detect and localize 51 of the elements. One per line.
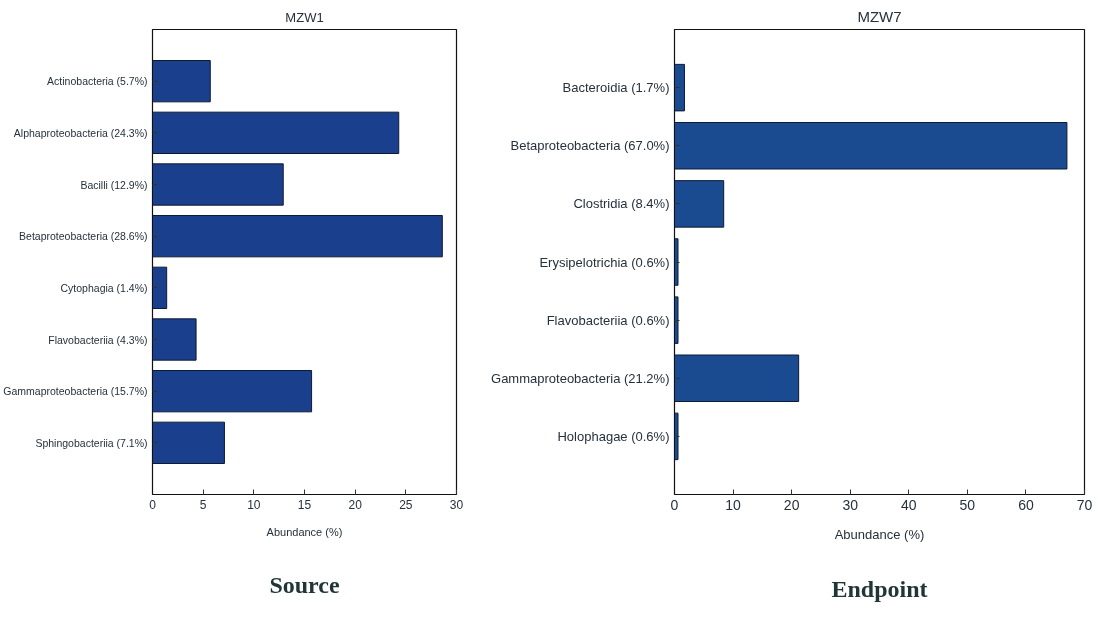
x-tick-label: 50: [959, 496, 976, 513]
bar: [152, 111, 400, 154]
text: Source: [269, 571, 340, 598]
bar: [152, 266, 168, 309]
y-tick-label: Betaproteobacteria (67.0%): [510, 138, 670, 154]
y-tick-label: Flavobacteriia (0.6%): [546, 312, 670, 328]
y-tick-label: Bacteroidia (1.7%): [562, 80, 670, 96]
bar: [152, 163, 284, 206]
x-tick-label: 0: [149, 497, 157, 512]
x-tick-label: 5: [199, 497, 207, 512]
bar: [674, 122, 1068, 170]
y-tick-label: Erysipelotrichia (0.6%): [539, 254, 670, 270]
x-tick-label: 15: [297, 497, 312, 512]
chart-title: MZW7: [857, 7, 902, 25]
y-tick-label: Holophagae (0.6%): [557, 428, 670, 444]
y-tick-label: Gammaproteobacteria (15.7%): [3, 385, 148, 398]
y-tick-label: Actinobacteria (5.7%): [47, 75, 148, 88]
x-tick-label: 0: [670, 496, 679, 513]
y-tick-label: Bacilli (12.9%): [80, 178, 148, 191]
x-tick-label: 30: [449, 497, 464, 512]
y-tick-label: Flavobacteriia (4.3%): [48, 333, 148, 346]
bar: [152, 318, 197, 361]
x-tick-label: 70: [1076, 496, 1093, 513]
x-axis-title: Abundance (%): [266, 525, 343, 538]
x-tick-label: 20: [348, 497, 363, 512]
y-tick-label: Alphaproteobacteria (24.3%): [13, 126, 148, 139]
x-tick-label: 60: [1018, 496, 1034, 513]
bar: [152, 421, 225, 464]
y-tick-label: Betaproteobacteria (28.6%): [19, 230, 148, 243]
y-tick-label: Cytophagia (1.4%): [60, 281, 148, 294]
x-tick-label: 10: [247, 497, 261, 512]
bar: [674, 354, 800, 402]
bar: [674, 180, 725, 228]
y-tick-label: Clostridia (8.4%): [573, 196, 670, 212]
x-axis-title: Abundance (%): [834, 526, 925, 542]
x-tick-label: 30: [842, 496, 859, 513]
bar: [152, 215, 443, 258]
bar: [674, 238, 679, 286]
x-tick-label: 25: [399, 497, 413, 512]
bar: [674, 63, 685, 112]
chart-title: MZW1: [285, 9, 324, 25]
bar: [674, 296, 679, 344]
x-tick-label: 10: [725, 496, 742, 513]
y-tick-label: Gammaproteobacteria (21.2%): [491, 370, 670, 386]
bar: [152, 370, 313, 413]
bar: [674, 412, 679, 461]
x-tick-label: 20: [783, 496, 800, 513]
bar: [152, 60, 211, 103]
y-tick-label: Sphingobacteriia (7.1%): [35, 436, 148, 449]
x-tick-label: 40: [901, 496, 917, 513]
text: Endpoint: [831, 575, 928, 602]
